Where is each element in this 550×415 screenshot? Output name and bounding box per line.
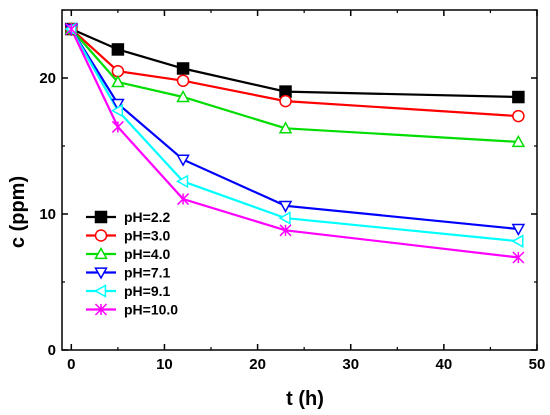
data-point xyxy=(512,109,525,123)
legend: pH=2.2 pH=3.0 pH=4.0 pH=7.1 pH=9.1 pH=10.0 xyxy=(86,209,178,318)
data-point xyxy=(511,134,526,148)
y-tick-label: 20 xyxy=(39,70,56,87)
series-markers xyxy=(64,21,526,264)
data-point xyxy=(511,234,524,248)
x-tick-label: 10 xyxy=(156,356,173,373)
data-point xyxy=(278,211,291,225)
data-point xyxy=(511,223,526,237)
data-point xyxy=(111,75,125,88)
y-tick-label: 0 xyxy=(48,342,56,359)
data-point xyxy=(176,154,190,167)
axes xyxy=(61,9,538,351)
data-point xyxy=(111,120,124,133)
plot-frame xyxy=(61,9,538,351)
x-tick-label: 0 xyxy=(67,356,75,373)
legend-label: pH=7.1 xyxy=(124,265,171,281)
data-point xyxy=(65,23,78,36)
data-point xyxy=(176,62,190,75)
legend-marker xyxy=(94,229,108,242)
legend-label: pH=2.2 xyxy=(124,209,171,225)
legend-label: pH=9.1 xyxy=(124,283,171,299)
series-line xyxy=(70,28,519,143)
legend-label: pH=4.0 xyxy=(124,246,171,262)
data-point xyxy=(110,103,124,118)
x-tick-label: 50 xyxy=(529,356,546,373)
legend-marker xyxy=(94,267,108,280)
legend-marker xyxy=(94,246,108,260)
x-tick-label: 30 xyxy=(342,356,359,373)
x-axis-title: t (h) xyxy=(286,388,324,410)
data-point xyxy=(512,251,525,264)
x-tick-label: 40 xyxy=(436,356,453,373)
data-point xyxy=(512,90,525,104)
data-point xyxy=(279,224,292,237)
data-point xyxy=(176,89,190,103)
legend-label: pH=10.0 xyxy=(124,302,178,318)
y-tick-label: 10 xyxy=(39,206,56,223)
data-point xyxy=(176,174,189,189)
legend-marker xyxy=(93,284,107,298)
ticks: 0 10 20 30 40 50 0 10 20 xyxy=(39,9,546,373)
legend-label: pH=3.0 xyxy=(124,228,171,244)
data-point xyxy=(111,98,125,111)
data-point xyxy=(176,74,190,87)
data-point xyxy=(278,121,293,134)
data-point xyxy=(279,94,292,108)
data-point xyxy=(278,200,293,213)
series-line xyxy=(70,28,519,118)
x-tick-label: 20 xyxy=(249,356,266,373)
data-point xyxy=(177,193,190,206)
y-axis-title: c (ppm) xyxy=(7,176,29,248)
legend-marker xyxy=(94,210,108,224)
data-point xyxy=(111,43,125,56)
legend-marker xyxy=(94,303,108,316)
